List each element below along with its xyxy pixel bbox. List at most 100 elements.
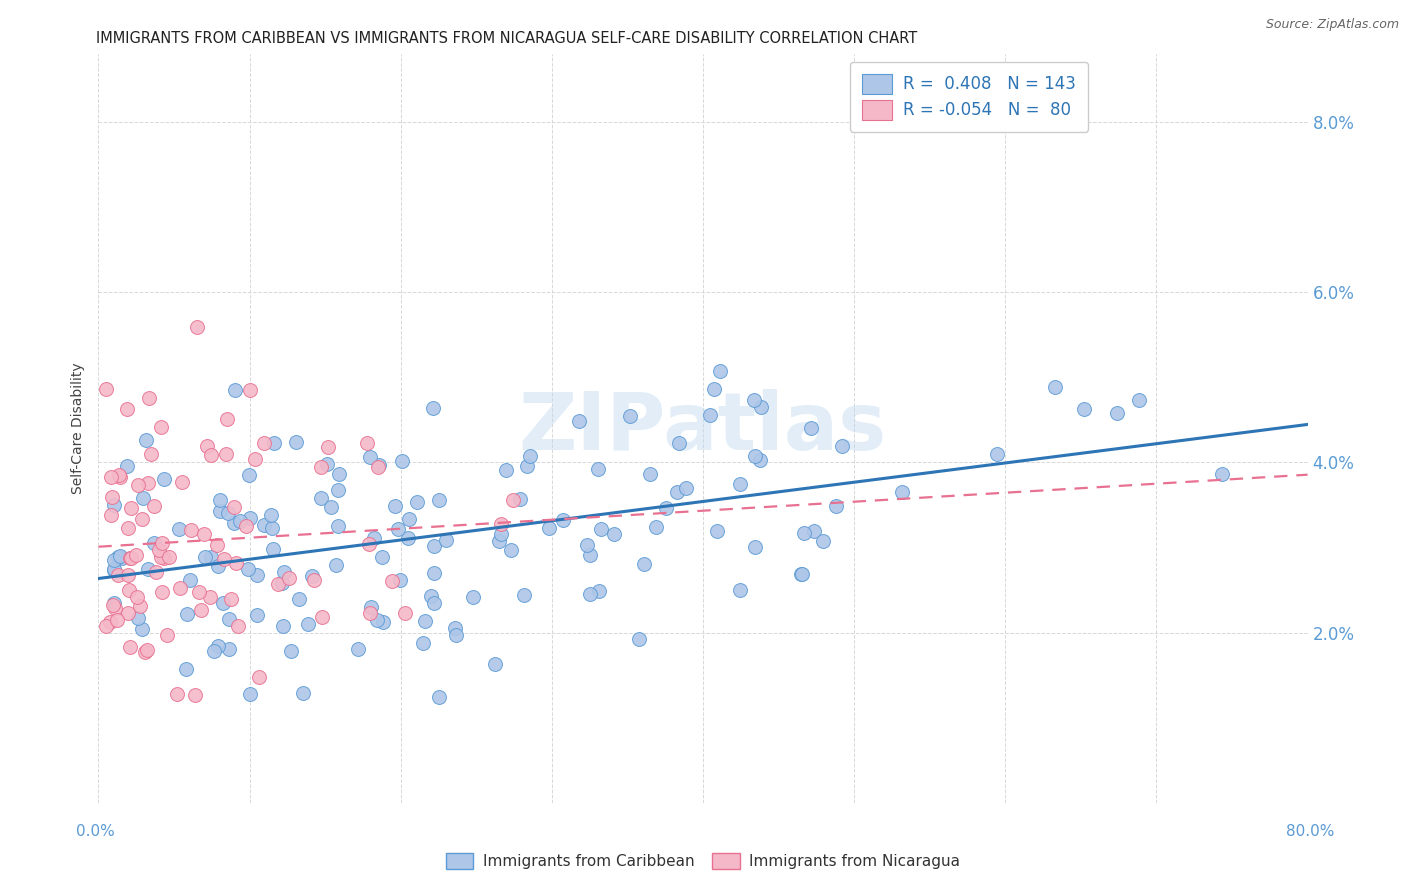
Point: [280, 644, 302, 658]
Point: [347, 642, 370, 657]
Point: [413, 614, 436, 628]
Point: [136, 476, 159, 491]
Point: [668, 436, 690, 450]
Point: [207, 639, 229, 653]
Point: [446, 627, 468, 641]
Point: [215, 412, 238, 426]
Point: [384, 500, 406, 514]
Point: [143, 536, 166, 550]
Text: 80.0%: 80.0%: [1286, 824, 1334, 838]
Point: [156, 627, 179, 641]
Point: [463, 591, 485, 605]
Point: [589, 522, 612, 536]
Point: [239, 510, 262, 524]
Point: [253, 517, 276, 532]
Point: [800, 420, 823, 434]
Point: [744, 540, 766, 554]
Point: [103, 561, 125, 575]
Point: [98, 615, 121, 629]
Point: [169, 581, 191, 595]
Point: [127, 478, 149, 492]
Point: [211, 596, 233, 610]
Point: [502, 493, 524, 508]
Point: [134, 645, 156, 659]
Point: [198, 591, 221, 605]
Point: [149, 420, 172, 434]
Point: [619, 409, 641, 424]
Point: [194, 549, 217, 564]
Point: [706, 524, 728, 538]
Point: [125, 548, 148, 562]
Point: [94, 618, 117, 632]
Point: [179, 574, 201, 588]
Point: [186, 319, 208, 334]
Point: [603, 526, 626, 541]
Point: [150, 535, 173, 549]
Text: ZIPatlas: ZIPatlas: [519, 389, 887, 467]
Point: [309, 460, 332, 475]
Point: [193, 527, 215, 541]
Point: [1211, 467, 1233, 481]
Point: [120, 551, 142, 566]
Point: [260, 521, 283, 535]
Point: [398, 511, 420, 525]
Point: [100, 508, 122, 523]
Point: [200, 448, 222, 462]
Point: [825, 500, 848, 514]
Point: [655, 501, 678, 516]
Point: [367, 460, 389, 475]
Point: [790, 566, 813, 581]
Point: [567, 414, 589, 428]
Point: [551, 513, 574, 527]
Point: [1105, 406, 1128, 420]
Point: [169, 523, 191, 537]
Point: [273, 566, 295, 580]
Point: [157, 549, 180, 564]
Point: [1073, 402, 1095, 417]
Point: [419, 589, 441, 603]
Point: [212, 551, 235, 566]
Point: [986, 447, 1008, 461]
Point: [136, 562, 159, 576]
Point: [262, 541, 284, 556]
Point: [359, 606, 381, 620]
Point: [406, 495, 429, 509]
Point: [519, 450, 541, 464]
Point: [263, 436, 285, 450]
Point: [195, 439, 218, 453]
Point: [489, 526, 512, 541]
Point: [94, 382, 117, 396]
Point: [396, 531, 419, 545]
Point: [412, 636, 434, 650]
Point: [117, 401, 139, 416]
Point: [744, 449, 766, 463]
Point: [247, 670, 270, 684]
Point: [253, 436, 276, 450]
Point: [627, 632, 650, 647]
Point: [363, 531, 385, 545]
Point: [107, 568, 129, 582]
Point: [103, 563, 125, 577]
Point: [444, 621, 467, 635]
Point: [103, 596, 125, 610]
Point: [325, 558, 347, 573]
Point: [222, 516, 245, 530]
Point: [675, 481, 697, 495]
Point: [149, 549, 172, 564]
Point: [271, 618, 294, 632]
Point: [302, 573, 325, 587]
Point: [128, 599, 150, 613]
Point: [148, 542, 170, 557]
Point: [579, 587, 602, 601]
Point: [238, 562, 260, 576]
Point: [110, 469, 132, 483]
Point: [509, 491, 531, 506]
Point: [387, 522, 409, 536]
Point: [152, 550, 174, 565]
Point: [278, 571, 301, 585]
Point: [132, 491, 155, 506]
Point: [748, 452, 770, 467]
Point: [245, 608, 267, 623]
Point: [515, 459, 537, 474]
Point: [501, 543, 523, 558]
